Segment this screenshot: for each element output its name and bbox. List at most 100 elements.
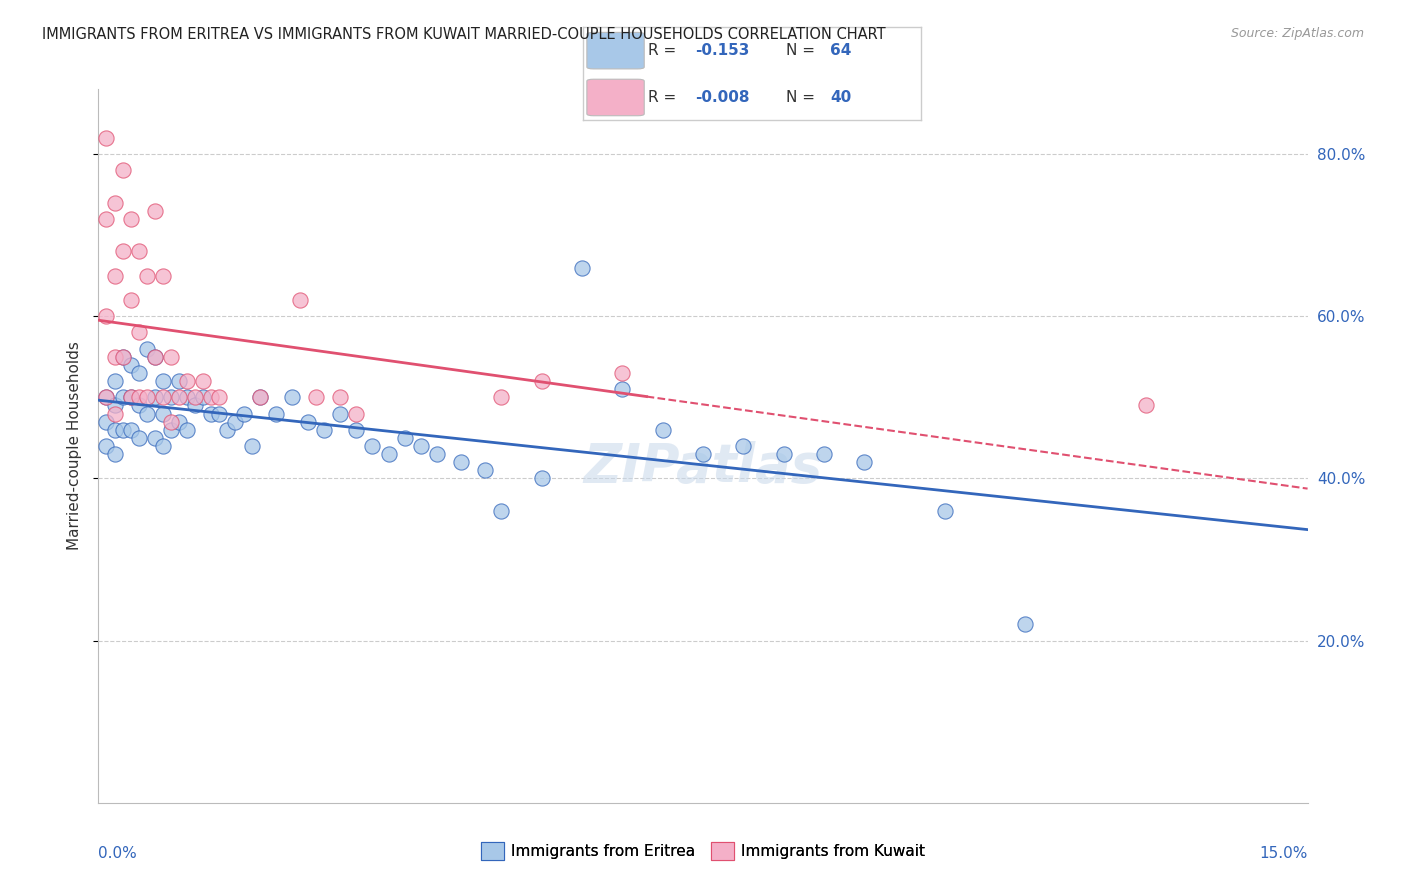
Point — [135, 407, 157, 421]
Point — [120, 390, 142, 404]
Point — [167, 374, 190, 388]
Point — [143, 350, 166, 364]
Point — [176, 423, 198, 437]
Point — [120, 293, 142, 307]
Point — [96, 415, 118, 429]
Text: R =: R = — [648, 43, 676, 58]
Point — [240, 439, 263, 453]
Point — [160, 415, 183, 429]
Point — [305, 390, 328, 404]
Point — [314, 423, 336, 437]
Text: N =: N = — [786, 43, 815, 58]
Point — [128, 431, 150, 445]
Point — [143, 431, 166, 445]
Point — [103, 399, 125, 413]
Point — [111, 423, 134, 437]
Point — [491, 504, 513, 518]
Point — [111, 390, 134, 404]
Point — [813, 447, 835, 461]
Point — [111, 163, 134, 178]
Point — [128, 366, 150, 380]
Point — [288, 293, 311, 307]
Point — [111, 244, 134, 259]
Point — [160, 423, 183, 437]
Point — [200, 407, 222, 421]
Text: R =: R = — [648, 90, 676, 105]
Point — [143, 203, 166, 218]
Point — [135, 268, 157, 283]
Point — [571, 260, 593, 275]
Point — [530, 374, 553, 388]
Point — [160, 350, 183, 364]
Point — [96, 390, 118, 404]
Point — [208, 407, 231, 421]
Text: -0.008: -0.008 — [695, 90, 749, 105]
Point — [426, 447, 449, 461]
Point — [128, 390, 150, 404]
Point — [143, 390, 166, 404]
Text: ZIPatlas: ZIPatlas — [583, 442, 823, 493]
Point — [176, 374, 198, 388]
Point — [128, 244, 150, 259]
Point — [135, 390, 157, 404]
Point — [772, 447, 794, 461]
Point — [111, 350, 134, 364]
FancyBboxPatch shape — [586, 32, 644, 69]
Point — [344, 407, 367, 421]
Point — [103, 350, 125, 364]
Point — [329, 390, 352, 404]
Point — [111, 350, 134, 364]
Point — [176, 390, 198, 404]
Point — [281, 390, 304, 404]
Point — [160, 390, 183, 404]
Text: IMMIGRANTS FROM ERITREA VS IMMIGRANTS FROM KUWAIT MARRIED-COUPLE HOUSEHOLDS CORR: IMMIGRANTS FROM ERITREA VS IMMIGRANTS FR… — [42, 27, 886, 42]
Point — [103, 447, 125, 461]
Point — [103, 374, 125, 388]
Point — [120, 211, 142, 226]
Point — [103, 407, 125, 421]
Point — [167, 415, 190, 429]
Point — [152, 268, 174, 283]
Point — [208, 390, 231, 404]
Y-axis label: Married-couple Households: Married-couple Households — [67, 342, 83, 550]
Point — [128, 399, 150, 413]
Point — [297, 415, 319, 429]
Point — [193, 390, 215, 404]
Point — [128, 326, 150, 340]
Point — [249, 390, 271, 404]
Point — [934, 504, 956, 518]
Text: 64: 64 — [830, 43, 851, 58]
Point — [103, 423, 125, 437]
Text: 40: 40 — [830, 90, 851, 105]
Text: 15.0%: 15.0% — [1260, 846, 1308, 861]
Point — [264, 407, 287, 421]
Point — [96, 131, 118, 145]
Point — [96, 310, 118, 324]
Point — [200, 390, 222, 404]
Point — [1014, 617, 1036, 632]
Point — [394, 431, 416, 445]
Point — [692, 447, 714, 461]
Point — [120, 423, 142, 437]
Point — [377, 447, 399, 461]
Text: -0.153: -0.153 — [695, 43, 749, 58]
Point — [103, 268, 125, 283]
FancyBboxPatch shape — [586, 79, 644, 116]
Point — [96, 439, 118, 453]
Point — [167, 390, 190, 404]
Point — [232, 407, 254, 421]
Point — [152, 439, 174, 453]
Point — [96, 390, 118, 404]
Point — [491, 390, 513, 404]
Point — [120, 358, 142, 372]
Point — [120, 390, 142, 404]
Point — [474, 463, 496, 477]
Point — [217, 423, 239, 437]
Point — [409, 439, 432, 453]
Point — [184, 390, 207, 404]
Point — [651, 423, 673, 437]
Point — [143, 350, 166, 364]
Text: Source: ZipAtlas.com: Source: ZipAtlas.com — [1230, 27, 1364, 40]
Point — [135, 342, 157, 356]
Point — [103, 195, 125, 210]
